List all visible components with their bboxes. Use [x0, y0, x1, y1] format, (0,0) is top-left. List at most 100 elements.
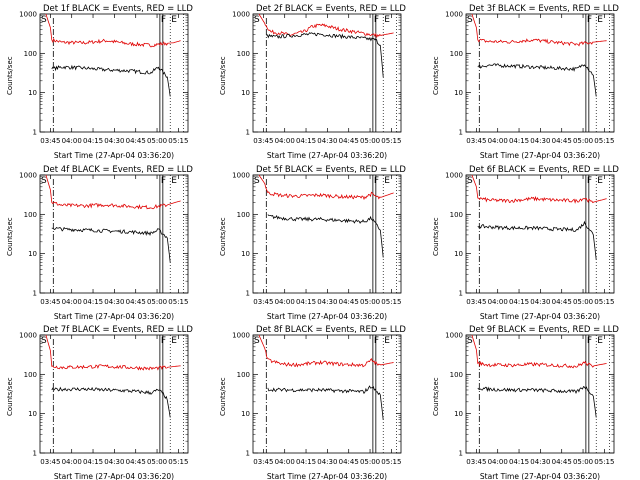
lld-series-line — [258, 13, 394, 39]
x-tick-label: 04:15 — [296, 137, 316, 145]
marker-label-E: E — [597, 336, 603, 346]
x-tick-label: 04:45 — [552, 458, 572, 466]
marker-label-E: E — [384, 336, 390, 346]
x-tick-label: 04:00 — [62, 137, 82, 145]
y-axis-label: Counts/sec — [432, 217, 440, 256]
marker-label-S: S — [254, 176, 260, 186]
events-series-line — [477, 386, 597, 418]
marker-label-E: E — [171, 176, 177, 186]
x-tick-label: 04:45 — [339, 298, 359, 306]
events-series-line — [51, 386, 171, 418]
marker-label-F: F — [587, 15, 592, 25]
x-tick-label: 04:15 — [509, 298, 529, 306]
marker-label-S: S — [467, 15, 473, 25]
x-tick-label: 04:30 — [530, 458, 550, 466]
y-tick-label: 100 — [450, 211, 463, 219]
x-tick-label: 04:30 — [104, 137, 124, 145]
y-tick-label: 1 — [33, 129, 37, 137]
plot-frame — [252, 334, 402, 454]
x-tick-label: 04:45 — [126, 458, 146, 466]
y-tick-label: 1 — [459, 290, 463, 298]
y-tick-label: 10 — [454, 89, 463, 97]
y-tick-label: 10 — [241, 410, 250, 418]
x-tick-label: 04:00 — [488, 298, 508, 306]
panel-5: Det 5f BLACK = Events, RED = LLD Counts/s… — [219, 165, 406, 321]
events-series-line — [51, 226, 171, 263]
panel-title: Det 6f BLACK = Events, RED = LLD — [469, 165, 619, 175]
x-tick-label: 05:15 — [381, 458, 401, 466]
x-tick-label: 05:15 — [381, 137, 401, 145]
panel-2: Det 2f BLACK = Events, RED = LLD Counts/s… — [219, 4, 406, 160]
x-tick-label: 04:15 — [509, 137, 529, 145]
marker-label-F: F — [161, 336, 166, 346]
plot-frame — [39, 174, 189, 294]
x-tick-label: 03:45 — [466, 137, 486, 145]
plot-frame — [39, 13, 189, 133]
y-axis-label: Counts/sec — [219, 377, 227, 416]
panel-1: Det 1f BLACK = Events, RED = LLD Counts/s… — [6, 4, 193, 160]
x-tick-label: 05:15 — [168, 137, 188, 145]
y-tick-label: 1000 — [232, 172, 250, 180]
x-tick-label: 04:45 — [552, 298, 572, 306]
y-axis-label: Counts/sec — [6, 56, 14, 95]
x-tick-label: 04:45 — [552, 137, 572, 145]
marker-label-F: F — [161, 15, 166, 25]
y-tick-label: 10 — [454, 410, 463, 418]
y-tick-label: 1 — [246, 290, 250, 298]
lld-series-line — [45, 174, 181, 210]
y-tick-label: 100 — [237, 211, 250, 219]
panel-title: Det 4f BLACK = Events, RED = LLD — [43, 165, 193, 175]
x-tick-label: 03:45 — [40, 137, 60, 145]
y-tick-label: 100 — [24, 211, 37, 219]
marker-label-E: E — [597, 176, 603, 186]
marker-label-F: F — [374, 15, 379, 25]
x-tick-label: 04:00 — [62, 458, 82, 466]
marker-label-E: E — [384, 176, 390, 186]
y-axis-label: Counts/sec — [432, 56, 440, 95]
x-tick-label: 04:45 — [126, 137, 146, 145]
x-tick-label: 03:45 — [466, 458, 486, 466]
y-tick-label: 100 — [24, 371, 37, 379]
panel-title: Det 3f BLACK = Events, RED = LLD — [469, 4, 619, 14]
x-tick-label: 03:45 — [466, 298, 486, 306]
panel-title: Det 7f BLACK = Events, RED = LLD — [43, 325, 193, 335]
x-tick-label: 04:00 — [488, 137, 508, 145]
marker-label-S: S — [41, 176, 47, 186]
x-tick-label: 05:15 — [594, 298, 614, 306]
x-tick-label: 03:45 — [253, 298, 273, 306]
marker-label-S: S — [467, 336, 473, 346]
x-tick-label: 05:00 — [360, 298, 380, 306]
panel-title: Det 9f BLACK = Events, RED = LLD — [469, 325, 619, 335]
events-series-line — [477, 63, 597, 97]
x-tick-label: 04:30 — [104, 458, 124, 466]
panel-3: Det 3f BLACK = Events, RED = LLD Counts/s… — [432, 4, 619, 160]
lld-series-line — [258, 334, 394, 368]
panel-title: Det 1f BLACK = Events, RED = LLD — [43, 4, 193, 14]
y-tick-label: 1000 — [19, 11, 37, 19]
x-tick-label: 04:15 — [83, 458, 103, 466]
y-tick-label: 10 — [241, 250, 250, 258]
panel-title: Det 8f BLACK = Events, RED = LLD — [256, 325, 406, 335]
x-tick-label: 03:45 — [40, 298, 60, 306]
plot-frame — [252, 13, 402, 133]
marker-label-F: F — [374, 336, 379, 346]
y-tick-label: 1 — [459, 129, 463, 137]
y-tick-label: 10 — [28, 89, 37, 97]
x-tick-label: 05:00 — [573, 458, 593, 466]
x-axis-label: Start Time (27-Apr-04 03:36:20) — [267, 312, 387, 321]
panel-4: Det 4f BLACK = Events, RED = LLD Counts/s… — [6, 165, 193, 321]
lld-series-line — [471, 174, 607, 204]
events-series-line — [267, 214, 384, 258]
x-tick-label: 05:00 — [147, 137, 167, 145]
plot-frame — [465, 334, 615, 454]
x-tick-label: 04:00 — [62, 298, 82, 306]
y-tick-label: 1000 — [445, 332, 463, 340]
marker-label-E: E — [171, 336, 177, 346]
x-tick-label: 04:45 — [339, 458, 359, 466]
y-tick-label: 10 — [28, 410, 37, 418]
y-axis-label: Counts/sec — [219, 56, 227, 95]
panel-9: Det 9f BLACK = Events, RED = LLD Counts/s… — [432, 325, 619, 480]
x-axis-label: Start Time (27-Apr-04 03:36:20) — [54, 472, 174, 480]
x-tick-label: 04:00 — [275, 458, 295, 466]
x-tick-label: 05:15 — [381, 298, 401, 306]
